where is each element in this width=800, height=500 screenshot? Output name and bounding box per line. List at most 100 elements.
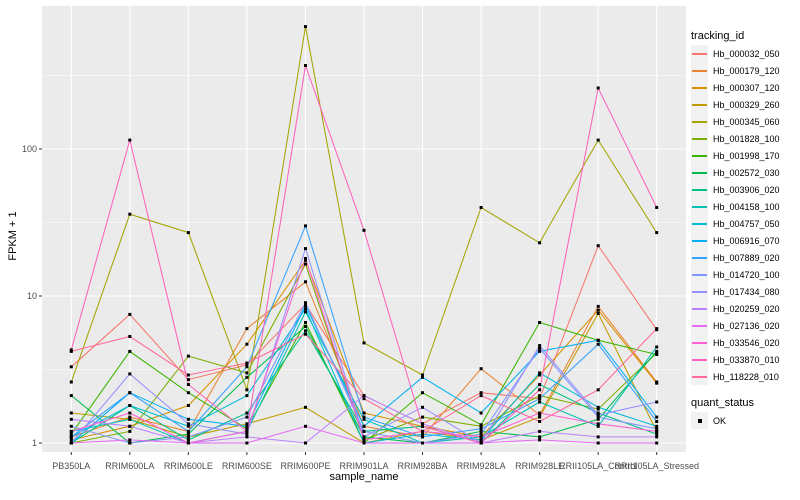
data-point	[596, 342, 600, 346]
data-point	[479, 429, 483, 433]
legend-key-line	[692, 188, 707, 191]
legend-key-line	[692, 86, 707, 89]
legend-key	[691, 147, 708, 164]
legend-label: Hb_017434_080	[713, 286, 780, 297]
legend-entry: Hb_118228_010	[691, 368, 799, 385]
data-point	[596, 411, 600, 415]
data-point	[245, 363, 249, 367]
data-point	[479, 411, 483, 415]
data-point	[186, 438, 190, 442]
legend-entries: Hb_000032_050 Hb_000179_120 Hb_000307_120 H…	[691, 45, 799, 385]
legend-key	[691, 113, 708, 130]
data-point	[128, 424, 132, 428]
legend-label: Hb_014720_100	[713, 269, 780, 280]
data-point	[245, 394, 249, 398]
legend-key-line	[692, 205, 707, 208]
data-point	[304, 424, 307, 428]
legend-entry: Hb_000329_260	[691, 96, 799, 113]
data-point	[655, 424, 659, 428]
data-point	[186, 429, 190, 433]
data-point	[421, 415, 424, 419]
data-point	[362, 429, 366, 433]
data-point	[596, 244, 600, 248]
data-point	[69, 349, 73, 353]
data-point	[128, 415, 132, 419]
y-tick-label: 100	[22, 144, 37, 154]
data-point	[655, 441, 659, 445]
data-point	[479, 423, 483, 427]
legend-label: Hb_000307_120	[713, 82, 780, 93]
data-point	[538, 397, 542, 401]
legend-key	[691, 249, 708, 266]
legend: tracking_id Hb_000032_050 Hb_000179_120 Hb…	[691, 30, 799, 429]
data-point	[538, 344, 542, 348]
legend-label: Hb_001998_170	[713, 150, 780, 161]
data-point	[596, 338, 600, 342]
quant-key-square-icon	[697, 418, 702, 423]
data-point	[596, 417, 600, 421]
data-point	[69, 424, 73, 428]
data-point	[304, 405, 307, 409]
data-point	[538, 400, 542, 404]
legend-key-line	[692, 307, 707, 310]
data-point	[245, 361, 249, 365]
data-point	[69, 429, 73, 433]
data-point	[479, 367, 483, 371]
data-point	[128, 438, 132, 442]
data-point	[479, 206, 483, 209]
legend-entry: Hb_006916_070	[691, 232, 799, 249]
legend-key-line	[692, 222, 707, 225]
data-point	[362, 394, 366, 398]
legend-key-line	[692, 69, 707, 72]
data-point	[655, 415, 659, 419]
data-point	[245, 427, 249, 431]
legend-label: Hb_007889_020	[713, 252, 780, 263]
data-point	[245, 371, 249, 375]
data-point	[186, 373, 190, 377]
data-point	[128, 441, 132, 445]
data-point	[304, 329, 307, 333]
data-point	[655, 349, 659, 353]
data-point	[128, 417, 132, 421]
y-tick-label: 10	[27, 291, 37, 301]
data-point	[186, 422, 190, 426]
data-point	[128, 312, 132, 316]
data-point	[421, 422, 424, 426]
data-point	[421, 441, 424, 445]
legend-entry: Hb_017434_080	[691, 283, 799, 300]
data-point	[69, 411, 73, 415]
legend-entry: Hb_014720_100	[691, 266, 799, 283]
data-point	[362, 341, 366, 345]
data-point	[69, 432, 73, 436]
x-tick-label: RRII105LA_Control	[559, 461, 637, 471]
data-point	[245, 435, 249, 439]
data-point	[596, 304, 600, 308]
legend-label: Hb_006916_070	[713, 235, 780, 246]
data-point	[304, 247, 307, 251]
data-point	[362, 397, 366, 401]
data-point	[362, 424, 366, 428]
data-point	[655, 381, 659, 385]
legend-key	[691, 300, 708, 317]
x-tick-label: RRIM600LA	[105, 461, 154, 471]
legend-key-line	[692, 154, 707, 157]
data-point	[655, 353, 659, 356]
data-point	[69, 380, 73, 384]
legend-key	[691, 266, 708, 283]
data-point	[655, 420, 659, 423]
data-point	[538, 321, 542, 324]
data-point	[186, 441, 190, 445]
legend-key-line	[692, 171, 707, 174]
data-point	[304, 441, 307, 445]
legend-key	[691, 198, 708, 215]
data-point	[186, 383, 190, 386]
data-point	[596, 407, 600, 411]
legend-entry: Hb_004757_050	[691, 215, 799, 232]
data-point	[421, 424, 424, 428]
data-point	[245, 342, 249, 346]
x-tick-label: RRII105LA_Stressed	[614, 461, 699, 471]
x-axis-title: sample_name	[329, 471, 399, 483]
legend-entry: Hb_003906_020	[691, 181, 799, 198]
legend-label: Hb_001828_100	[713, 133, 780, 144]
